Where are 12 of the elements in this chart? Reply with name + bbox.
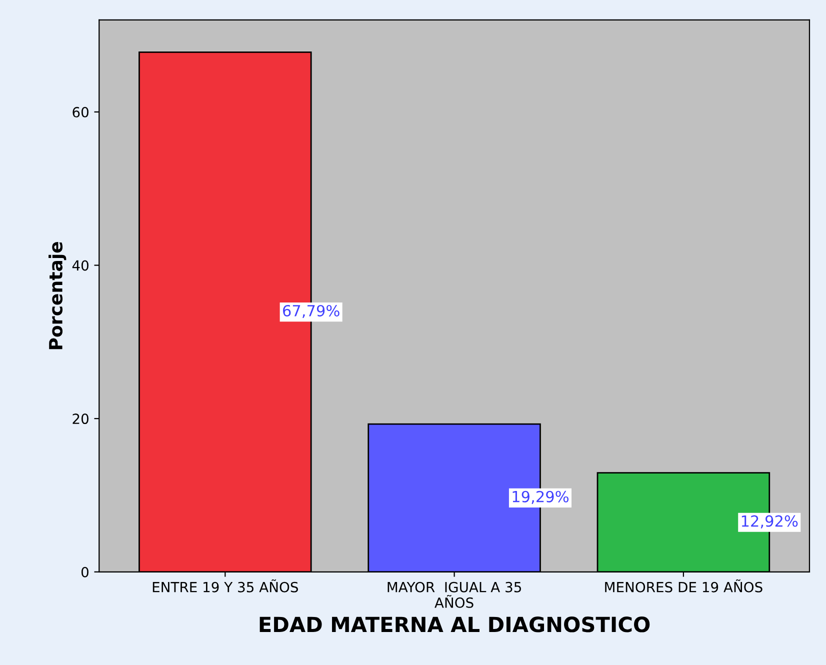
- data-label: 19,29%: [512, 490, 569, 504]
- data-label: 67,79%: [283, 304, 340, 318]
- y-axis-title: Porcentaje: [48, 242, 66, 350]
- data-label: 12,92%: [742, 515, 798, 528]
- x-tick-label: MENORES DE 19 AÑOS: [605, 579, 762, 592]
- y-tick-label: 40: [72, 260, 88, 271]
- y-tick-label: 20: [72, 414, 88, 424]
- x-axis-title: EDAD MATERNA AL DIAGNOSTICO: [260, 616, 650, 632]
- y-tick-label: 0: [81, 566, 88, 578]
- x-tick-label: MAYOR IGUAL A 35 AÑOS: [388, 582, 521, 608]
- y-tick-label: 60: [72, 106, 88, 118]
- x-tick-label: ENTRE 19 Y 35 AÑOS: [152, 579, 298, 592]
